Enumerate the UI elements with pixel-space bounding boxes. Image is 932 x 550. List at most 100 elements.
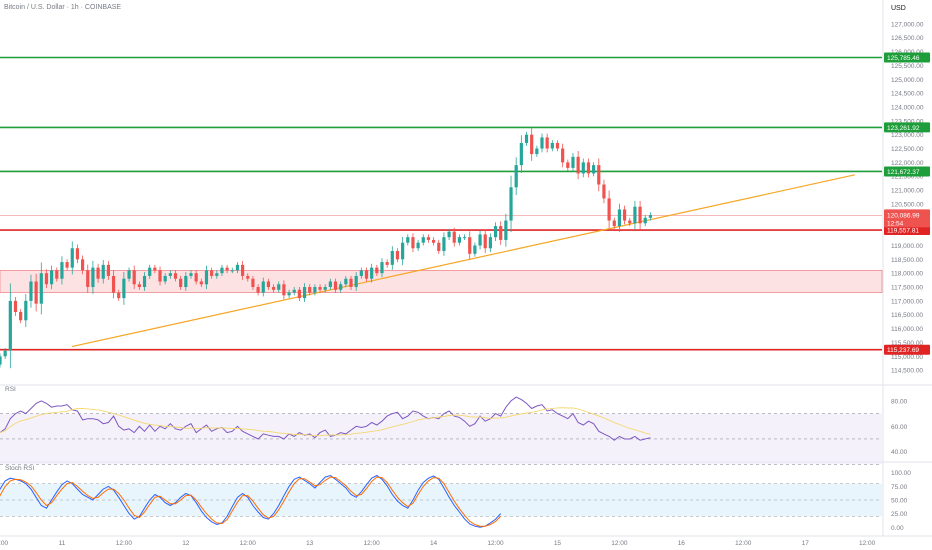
candle-body	[437, 242, 441, 252]
price-tick-label: 121,000.00	[891, 188, 924, 195]
candle-body	[333, 281, 338, 290]
candle-body	[122, 278, 126, 299]
rsi-line	[0, 396, 651, 441]
support-level-label: 119,557.81	[887, 228, 919, 235]
rsi-tick-label: 80.00	[891, 398, 908, 405]
time-tick-label: 13	[306, 540, 314, 547]
time-tick-label: 15	[554, 540, 562, 547]
candle-body	[447, 231, 451, 238]
candle-body	[65, 262, 69, 268]
resistance-level-label: 121,672.37	[887, 169, 920, 176]
candle-body	[0, 356, 2, 365]
candle-body	[478, 234, 482, 246]
candle-body	[117, 292, 121, 299]
candle-body	[204, 270, 209, 285]
support-level-badge	[884, 344, 930, 355]
candle-body	[638, 206, 642, 224]
support-level-badge	[884, 225, 930, 236]
candle-body	[80, 259, 85, 271]
candle-body	[540, 137, 544, 149]
candle-body	[328, 281, 332, 288]
candle-body	[581, 162, 585, 174]
price-tick-label: 121,500.00	[891, 174, 924, 181]
candle-body	[370, 267, 374, 279]
time-tick-label: 12:00	[859, 540, 876, 547]
stoch-tick-label: 25.00	[891, 511, 908, 518]
price-tick-label: 118,500.00	[891, 257, 923, 264]
price-tick-label: 123,000.00	[891, 132, 924, 139]
candles	[0, 127, 653, 369]
candle-body	[530, 134, 534, 155]
candle-body	[13, 300, 18, 312]
candle-body	[622, 209, 627, 221]
current-price-badge	[884, 209, 930, 228]
candle-body	[535, 148, 539, 155]
candle-body	[277, 284, 281, 290]
candle-body	[111, 275, 116, 293]
candle-body	[395, 251, 400, 260]
candle-body	[385, 262, 389, 265]
candle-body	[256, 287, 260, 293]
resistance-level-badge	[884, 122, 930, 133]
price-tick-label: 123,500.00	[891, 118, 924, 125]
candle-body	[555, 142, 560, 149]
candle-body	[411, 237, 415, 249]
candle-body	[251, 278, 255, 288]
candle-body	[607, 198, 611, 221]
candle-body	[60, 262, 64, 279]
time-tick-label: 11	[59, 540, 66, 547]
candle-body	[86, 270, 90, 288]
time-tick-label: 12:00	[363, 540, 380, 547]
price-tick-label: 120,500.00	[891, 201, 924, 208]
candle-body	[194, 273, 198, 282]
candle-body	[39, 273, 43, 304]
candle-body	[648, 215, 653, 218]
candle-body	[91, 267, 95, 288]
candle-body	[75, 248, 80, 260]
candle-body	[70, 248, 74, 268]
time-tick-label: 12	[182, 540, 190, 547]
price-tick-label: 114,500.00	[891, 368, 923, 375]
candle-body	[101, 264, 105, 279]
candle-body	[617, 209, 622, 227]
candle-body	[323, 287, 327, 290]
candle-body	[292, 289, 296, 293]
stoch-tick-label: 50.00	[891, 498, 908, 505]
candle-body	[271, 287, 276, 290]
rsi-tick-label: 40.00	[891, 449, 908, 456]
candle-body	[313, 287, 317, 293]
ascending-trendline	[71, 174, 855, 348]
candle-body	[452, 231, 456, 243]
candle-body	[132, 270, 136, 285]
candle-body	[633, 206, 637, 224]
candle-body	[514, 165, 518, 188]
candle-body	[184, 275, 188, 288]
candle-body	[359, 270, 363, 276]
candle-body	[189, 273, 193, 276]
currency-label[interactable]: USD	[891, 5, 906, 12]
candle-body	[199, 281, 203, 285]
candle-body	[566, 162, 570, 168]
stoch-tick-label: 75.00	[891, 484, 908, 491]
price-tick-label: 124,500.00	[891, 91, 924, 98]
time-tick-label: 16	[678, 540, 686, 547]
price-tick-label: 119,000.00	[891, 243, 923, 250]
price-tick-label: 122,500.00	[891, 146, 924, 153]
candle-body	[561, 148, 565, 163]
candle-body	[55, 270, 59, 279]
candle-body	[106, 264, 111, 276]
price-tick-label: 117,500.00	[891, 285, 923, 292]
resistance-level-label: 123,261.92	[887, 125, 920, 132]
candle-body	[586, 162, 591, 174]
candle-body	[266, 281, 271, 288]
rsi-pane-label: RSI	[5, 386, 16, 393]
price-tick-label: 115,500.00	[891, 340, 923, 347]
candle-body	[349, 278, 353, 288]
price-tick-label: 118,000.00	[891, 271, 923, 278]
candle-body	[406, 237, 410, 243]
candle-body	[401, 242, 405, 260]
candle-body	[545, 137, 549, 149]
candle-body	[210, 270, 214, 276]
candle-body	[442, 237, 446, 252]
